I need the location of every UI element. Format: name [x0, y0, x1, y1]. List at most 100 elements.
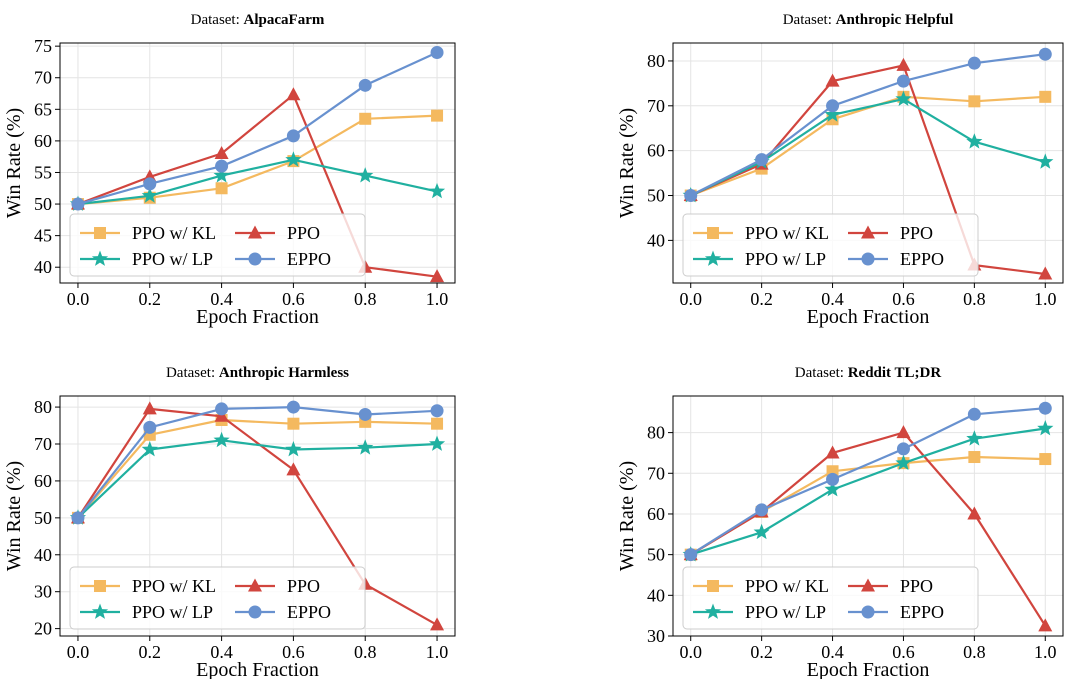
legend: PPO w/ KL PPO PPO w/ LP EPPO [683, 214, 978, 276]
x-tick-label: 0.8 [963, 289, 986, 309]
series-ppo-w-lp [70, 151, 445, 211]
data-point [896, 58, 910, 71]
y-tick-label: 45 [34, 226, 52, 246]
y-tick-label: 40 [647, 585, 665, 605]
chart-title: Dataset: AlpacaFarm [191, 12, 325, 28]
series-line [691, 408, 1046, 554]
legend-label: EPPO [287, 249, 331, 269]
x-tick-label: 0.2 [139, 289, 162, 309]
legend-label: PPO w/ KL [745, 223, 829, 243]
data-point [359, 79, 372, 92]
y-tick-label: 20 [34, 619, 52, 639]
x-axis-label: Epoch Fraction [196, 659, 319, 679]
y-axis-label: Win Rate (%) [616, 108, 638, 218]
legend: PPO w/ KL PPO PPO w/ LP EPPO [70, 567, 365, 629]
x-tick-label: 0.2 [750, 289, 773, 309]
data-point [755, 153, 768, 166]
data-point [286, 87, 300, 100]
y-tick-label: 60 [34, 131, 52, 151]
y-tick-label: 70 [647, 96, 665, 116]
legend-marker [249, 253, 262, 266]
y-tick-label: 50 [647, 186, 665, 206]
chart-panel-1: Dataset: AlpacaFarm40455055606570750.0 0.… [3, 12, 455, 328]
y-tick-label: 70 [34, 434, 52, 454]
legend-label: PPO w/ LP [132, 249, 213, 269]
x-tick-label: 1.0 [426, 289, 449, 309]
data-point [897, 75, 910, 88]
data-point [143, 177, 156, 190]
x-tick-label: 1.0 [1034, 289, 1057, 309]
chart-title: Dataset: Anthropic Helpful [783, 12, 954, 28]
data-point [684, 548, 697, 561]
y-tick-label: 60 [647, 141, 665, 161]
x-tick-label: 0.8 [963, 642, 986, 662]
series-eppo [684, 402, 1052, 561]
data-point [216, 182, 228, 194]
x-tick-label: 0.0 [679, 289, 702, 309]
series-eppo [684, 48, 1052, 202]
series-line [78, 53, 437, 205]
y-tick-label: 80 [647, 423, 665, 443]
series-line [691, 429, 1046, 555]
data-point [431, 418, 443, 430]
data-point [431, 404, 444, 417]
legend-label: PPO w/ KL [132, 576, 216, 596]
data-point [826, 473, 839, 486]
y-tick-label: 70 [34, 68, 52, 88]
data-point [1039, 48, 1052, 61]
data-point [143, 421, 156, 434]
chart-title-prefix: Dataset: [783, 12, 836, 28]
x-tick-label: 0.2 [750, 642, 773, 662]
series-ppo-w-kl [685, 451, 1052, 561]
y-tick-label: 80 [34, 397, 52, 417]
y-tick-label: 50 [34, 508, 52, 528]
series-ppo-w-lp [683, 420, 1054, 562]
legend-label: EPPO [900, 249, 944, 269]
x-tick-label: 0.0 [67, 289, 90, 309]
data-point [215, 146, 229, 159]
data-point [1039, 453, 1051, 465]
data-point [287, 418, 299, 430]
series-line [78, 116, 437, 205]
legend-marker [862, 253, 875, 266]
data-point [286, 462, 300, 475]
y-tick-label: 75 [34, 36, 52, 56]
y-tick-label: 30 [34, 582, 52, 602]
data-point [1039, 402, 1052, 415]
legend-label: PPO w/ KL [132, 223, 216, 243]
series-line [78, 160, 437, 204]
y-tick-label: 40 [647, 230, 665, 250]
chart-title-name: Reddit TL;DR [848, 365, 942, 381]
data-point [143, 401, 157, 414]
y-tick-label: 40 [34, 545, 52, 565]
legend-marker [707, 227, 719, 239]
chart-panel-3: Dataset: Anthropic Harmless2030405060708… [3, 365, 455, 679]
data-point [968, 57, 981, 70]
data-point [287, 129, 300, 142]
legend: PPO w/ KL PPO PPO w/ LP EPPO [70, 214, 365, 276]
data-point [755, 503, 768, 516]
legend-label: PPO [900, 223, 933, 243]
y-tick-label: 60 [34, 471, 52, 491]
x-tick-label: 0.0 [67, 642, 90, 662]
y-tick-label: 50 [647, 545, 665, 565]
data-point [430, 617, 444, 630]
legend-marker [94, 227, 106, 239]
legend-marker [94, 580, 106, 592]
series-ppo-w-kl [72, 414, 443, 524]
data-point [968, 408, 981, 421]
chart-title-name: Anthropic Harmless [219, 365, 349, 381]
x-tick-label: 0.0 [679, 642, 702, 662]
y-axis-label: Win Rate (%) [3, 461, 25, 571]
x-axis-label: Epoch Fraction [807, 306, 930, 328]
chart-title-prefix: Dataset: [191, 12, 244, 28]
legend-label: PPO [287, 223, 320, 243]
legend-label: PPO [900, 576, 933, 596]
x-tick-label: 0.8 [354, 642, 377, 662]
data-point [896, 425, 910, 438]
chart-title-name: AlpacaFarm [244, 12, 325, 28]
chart-title: Dataset: Reddit TL;DR [795, 365, 942, 381]
legend-label: EPPO [287, 602, 331, 622]
x-axis-label: Epoch Fraction [196, 306, 319, 328]
